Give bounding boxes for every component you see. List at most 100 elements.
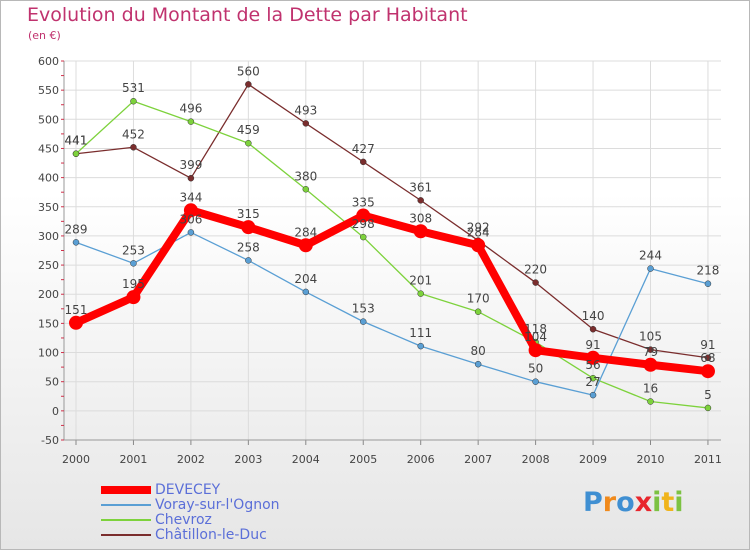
- data-label: 105: [639, 330, 662, 344]
- series-line-1: [75, 231, 709, 396]
- data-label: 284: [294, 225, 317, 239]
- data-point: [532, 378, 539, 385]
- data-point: [126, 290, 141, 305]
- y-tick-label: 400: [38, 172, 59, 185]
- data-label: 204: [294, 272, 317, 286]
- y-tick-label: 250: [38, 259, 59, 272]
- logo-letter: i: [674, 487, 684, 518]
- data-point: [72, 239, 80, 246]
- data-label: 56: [585, 358, 600, 372]
- data-point: [130, 97, 137, 105]
- data-label: 91: [700, 338, 715, 352]
- legend-swatch: [101, 486, 151, 494]
- data-point: [302, 288, 310, 296]
- data-label: 560: [237, 64, 260, 78]
- data-label: 399: [179, 158, 202, 172]
- y-tick-label: 500: [38, 113, 59, 126]
- data-label: 427: [352, 142, 375, 156]
- legend-swatch: [101, 519, 151, 521]
- data-label: 459: [237, 123, 260, 137]
- data-label: 220: [524, 263, 547, 277]
- x-tick-label: 2002: [177, 453, 205, 466]
- data-label: 68: [700, 351, 715, 365]
- data-point: [700, 364, 715, 379]
- data-point: [72, 150, 80, 157]
- data-label: 151: [65, 303, 88, 317]
- data-label: 306: [179, 212, 202, 226]
- data-point: [187, 229, 195, 236]
- data-point: [245, 139, 252, 147]
- data-point: [647, 346, 654, 353]
- logo-letter: P: [583, 487, 603, 518]
- x-tick-label: 2011: [694, 453, 722, 466]
- proxiti-logo: Proxiti: [583, 487, 684, 518]
- data-point: [647, 265, 654, 272]
- data-label: 292: [467, 221, 490, 235]
- x-tick-label: 2000: [62, 453, 90, 466]
- data-label: 441: [65, 134, 88, 148]
- data-point: [589, 325, 597, 333]
- data-label: 253: [122, 243, 145, 257]
- x-tick-label: 2008: [522, 453, 550, 466]
- data-label: 315: [237, 207, 260, 221]
- data-label: 308: [409, 211, 432, 225]
- data-label: 496: [179, 102, 202, 116]
- data-label: 258: [237, 240, 260, 254]
- logo-letter: x: [634, 487, 653, 518]
- x-tick-label: 2001: [119, 453, 147, 466]
- data-point: [704, 280, 712, 287]
- series-line-0: [72, 206, 712, 376]
- y-tick-label: 200: [38, 288, 59, 301]
- y-tick-label: 0: [52, 405, 59, 418]
- data-label: 79: [643, 345, 658, 359]
- data-point: [360, 158, 367, 166]
- y-tick-label: 300: [38, 230, 59, 243]
- data-label: 244: [639, 249, 662, 263]
- data-point: [187, 174, 195, 182]
- legend-label: Châtillon-le-Duc: [155, 527, 267, 543]
- data-label: 344: [179, 190, 202, 204]
- data-label: 335: [352, 196, 375, 210]
- data-point: [471, 238, 486, 253]
- data-point: [298, 238, 313, 253]
- data-point: [360, 233, 367, 241]
- data-label: 140: [582, 309, 605, 323]
- data-label: 170: [467, 292, 490, 306]
- data-label: 218: [696, 264, 719, 278]
- data-point: [528, 343, 543, 358]
- data-point: [589, 391, 597, 399]
- data-point: [130, 144, 137, 151]
- x-tick-label: 2004: [292, 453, 320, 466]
- data-point: [532, 279, 539, 286]
- data-point: [704, 404, 712, 412]
- legend-label: Voray-sur-l'Ognon: [155, 497, 280, 513]
- data-point: [417, 342, 424, 350]
- data-label: 195: [122, 277, 145, 291]
- y-tick-label: 150: [38, 317, 59, 330]
- x-tick-label: 2010: [637, 453, 665, 466]
- legend-label: DEVECEY: [155, 482, 221, 498]
- data-label: 118: [524, 322, 547, 336]
- data-point: [417, 197, 424, 204]
- data-label: 289: [65, 222, 88, 236]
- data-label: 284: [467, 225, 490, 239]
- logo-letter: r: [602, 487, 617, 518]
- data-point: [356, 208, 371, 223]
- data-point: [417, 290, 424, 297]
- y-tick-label: 450: [38, 142, 59, 155]
- data-label: 111: [409, 326, 432, 340]
- data-point: [474, 308, 482, 315]
- data-point: [360, 318, 367, 325]
- data-label: 493: [294, 103, 317, 117]
- y-tick-label: 350: [38, 201, 59, 214]
- data-point: [704, 354, 712, 362]
- data-point: [245, 81, 252, 88]
- legend-swatch: [101, 504, 151, 506]
- x-tick-label: 2005: [349, 453, 377, 466]
- data-label: 80: [471, 344, 486, 358]
- data-label: 380: [294, 169, 317, 183]
- data-label: 27: [585, 375, 600, 389]
- y-tick-label: 600: [38, 55, 59, 68]
